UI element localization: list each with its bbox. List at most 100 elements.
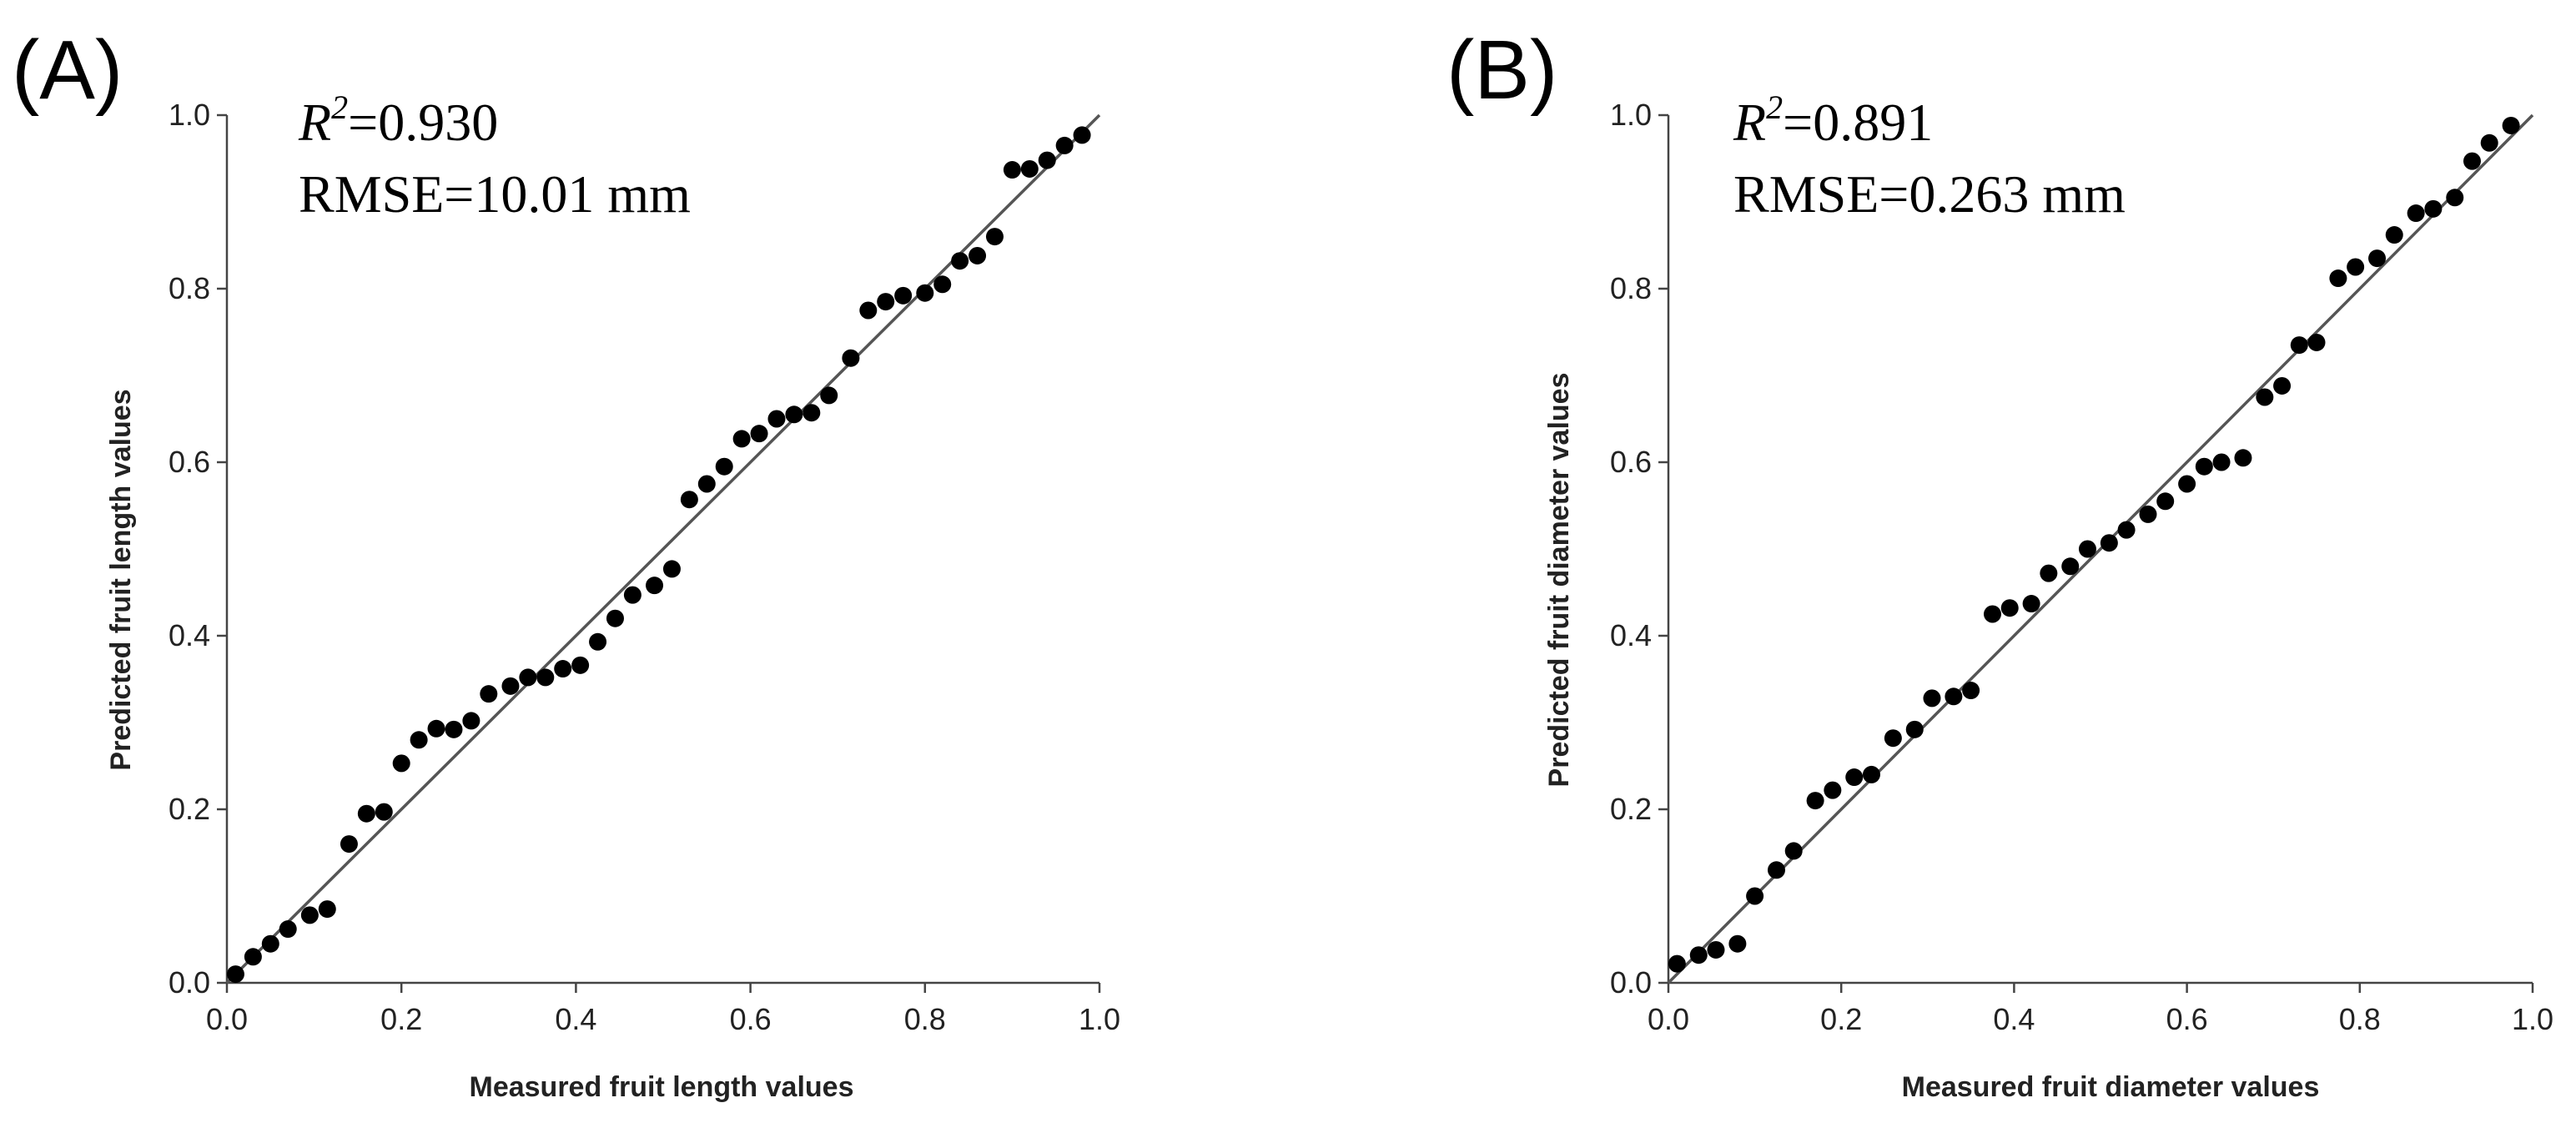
data-point-b <box>2446 189 2464 207</box>
y-tick-label-b: 0.8 <box>1610 271 1652 305</box>
data-point-b <box>2100 534 2118 552</box>
x-tick-label-a: 0.4 <box>555 1002 596 1036</box>
fit-line-b <box>1667 113 2534 985</box>
data-point-a <box>894 286 913 305</box>
x-tick-label-a: 0.8 <box>904 1002 946 1036</box>
data-point-a <box>519 668 537 687</box>
data-point-b <box>2368 249 2387 268</box>
y-tick-label-a: 1.0 <box>169 98 210 132</box>
data-point-b <box>1845 768 1864 787</box>
x-axis-label-b: Measured fruit diameter values <box>1902 1071 2320 1103</box>
data-point-a <box>680 491 698 509</box>
r-squared-b: R2=0.891 <box>1733 88 1933 152</box>
data-point-b <box>1668 954 1686 973</box>
data-point-a <box>279 920 297 939</box>
data-point-b <box>2156 492 2175 511</box>
data-point-b <box>1905 720 1924 738</box>
data-point-b <box>2502 116 2520 134</box>
data-point-b <box>1984 605 2001 623</box>
data-point-a <box>1038 151 1056 169</box>
data-point-a <box>697 475 716 493</box>
data-point-a <box>427 719 445 738</box>
x-tick-label-b: 0.8 <box>2339 1002 2381 1036</box>
data-point-a <box>340 835 358 854</box>
data-point-b <box>2117 521 2136 539</box>
panel-label-a: (A) <box>12 23 123 117</box>
data-point-b <box>2273 376 2292 395</box>
data-point-b <box>2424 199 2443 218</box>
y-tick-label-b: 0.2 <box>1610 792 1652 826</box>
data-point-a <box>859 301 878 320</box>
rmse-a: RMSE=10.01 mm <box>299 164 691 224</box>
y-tick-label-a: 0.0 <box>169 965 210 1000</box>
y-tick-label-a: 0.2 <box>169 792 210 826</box>
x-tick-label-b: 1.0 <box>2512 1002 2553 1036</box>
x-axis-label-a: Measured fruit length values <box>470 1071 854 1103</box>
panel-a: (A) R2=0.930 RMSE=10.01 mm Measured frui… <box>12 23 1120 1103</box>
data-point-b <box>1962 682 1980 700</box>
data-point-b <box>2139 505 2157 523</box>
x-tick-label-a: 1.0 <box>1079 1002 1120 1036</box>
y-tick-label-a: 0.8 <box>169 271 210 305</box>
x-tick-label-b: 0.6 <box>2166 1002 2208 1036</box>
x-tick-label-a: 0.6 <box>730 1002 772 1036</box>
data-point-b <box>2256 388 2274 406</box>
r-squared-value-a: =0.930 <box>348 93 498 152</box>
r-squared-symbol-b: R <box>1733 93 1766 152</box>
data-point-a <box>410 731 428 749</box>
y-tick-label-b: 0.0 <box>1610 965 1652 1000</box>
r-squared-a: R2=0.930 <box>298 88 498 152</box>
data-point-a <box>785 405 803 424</box>
panel-label-b: (B) <box>1446 23 1557 117</box>
data-point-a <box>589 632 607 651</box>
data-point-b <box>1746 887 1764 905</box>
y-tick-label-b: 1.0 <box>1610 98 1652 132</box>
data-point-a <box>392 754 410 773</box>
data-point-a <box>501 677 520 695</box>
data-point-a <box>820 386 838 405</box>
data-point-b <box>2212 453 2231 471</box>
x-tick-label-b: 0.4 <box>1993 1002 2035 1036</box>
y-tick-label-a: 0.4 <box>169 618 210 652</box>
data-point-a <box>1073 126 1091 144</box>
data-point-a <box>732 430 751 448</box>
y-axis-label-a: Predicted fruit length values <box>105 389 137 770</box>
data-point-a <box>536 668 555 687</box>
data-point-a <box>261 934 279 953</box>
data-point-a <box>750 425 768 443</box>
data-point-b <box>2329 269 2347 288</box>
x-tick-label-b: 0.0 <box>1648 1002 1689 1036</box>
data-point-a <box>767 410 786 428</box>
data-point-b <box>2178 475 2196 493</box>
y-tick-label-a: 0.6 <box>169 445 210 479</box>
data-point-b <box>1862 765 1880 783</box>
data-point-a <box>623 586 641 604</box>
data-point-a <box>445 720 463 738</box>
data-point-a <box>646 577 664 595</box>
rmse-b: RMSE=0.263 mm <box>1733 164 2126 224</box>
data-point-a <box>554 660 572 678</box>
data-point-b <box>1707 940 1725 959</box>
data-point-b <box>1945 687 1963 706</box>
y-tick-label-b: 0.6 <box>1610 445 1652 479</box>
data-point-b <box>2061 557 2080 576</box>
data-point-a <box>480 685 498 703</box>
data-point-b <box>1768 861 1785 879</box>
data-point-b <box>2463 152 2481 170</box>
data-point-b <box>2385 226 2403 244</box>
data-point-b <box>2347 258 2365 276</box>
data-point-b <box>1728 934 1747 953</box>
data-point-a <box>951 252 969 270</box>
data-point-b <box>1884 729 1902 748</box>
data-point-a <box>244 948 262 966</box>
x-tick-label-a: 0.0 <box>206 1002 248 1036</box>
data-point-a <box>571 656 590 674</box>
data-point-a <box>916 284 934 302</box>
data-point-b <box>2078 540 2096 558</box>
data-point-b <box>1784 842 1803 860</box>
data-point-a <box>662 560 681 578</box>
data-point-a <box>877 293 895 311</box>
data-point-b <box>2480 133 2498 152</box>
r-squared-symbol-a: R <box>298 93 331 152</box>
data-point-b <box>2022 595 2040 613</box>
